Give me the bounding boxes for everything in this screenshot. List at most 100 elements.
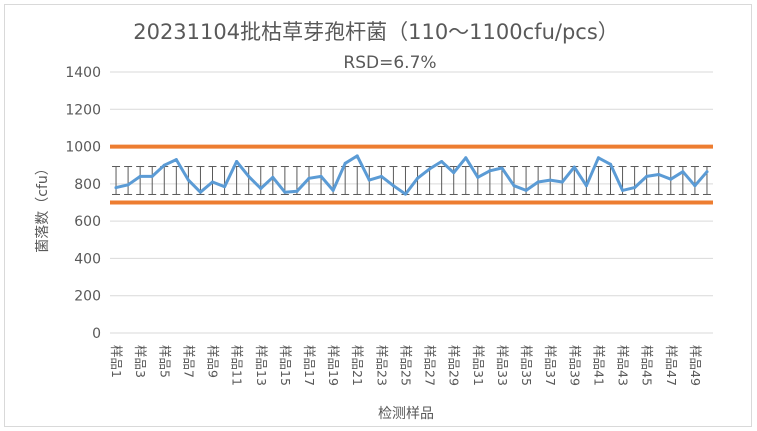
data-point — [367, 178, 371, 182]
x-tick-text: 样品33 — [495, 345, 510, 386]
x-tick-label: 样品23 — [374, 345, 389, 386]
data-point — [186, 178, 190, 182]
data-point — [536, 180, 540, 184]
x-tick-label: 样品41 — [591, 345, 606, 386]
x-tick-text: 样品29 — [447, 345, 462, 386]
data-point — [247, 174, 251, 178]
chart-frame: 20231104批枯草芽孢杆菌（110～1100cfu/pcs） RSD=6.7… — [4, 4, 752, 427]
data-point — [343, 161, 347, 165]
x-tick-text: 样品39 — [567, 345, 582, 386]
x-tick-label: 样品21 — [350, 345, 365, 386]
x-tick-text: 样品45 — [640, 345, 655, 386]
x-tick-label: 样品37 — [543, 345, 558, 386]
x-tick-text: 样品21 — [350, 345, 365, 386]
data-point — [560, 180, 564, 184]
error-bar — [473, 166, 482, 195]
x-tick-text: 样品7 — [181, 345, 196, 378]
data-point — [391, 184, 395, 188]
data-point — [428, 167, 432, 171]
data-point — [596, 156, 600, 160]
error-bar — [124, 166, 133, 195]
data-point — [138, 174, 142, 178]
data-point — [126, 183, 130, 187]
x-tick-label: 样品9 — [206, 345, 221, 378]
x-tick-text: 样品15 — [278, 345, 293, 386]
y-tick-label: 1000 — [65, 140, 101, 156]
x-tick-text: 样品31 — [471, 345, 486, 386]
y-tick-label: 400 — [74, 251, 101, 267]
data-point — [681, 170, 685, 174]
data-series — [114, 154, 709, 196]
data-point — [259, 187, 263, 191]
data-point — [452, 171, 456, 175]
error-bar — [268, 166, 277, 195]
x-axis-title: 检测样品 — [378, 406, 434, 422]
data-point — [416, 176, 420, 180]
data-point — [162, 163, 166, 167]
x-tick-label: 样品45 — [640, 345, 655, 386]
x-tick-text: 样品37 — [543, 345, 558, 386]
x-tick-label: 样品33 — [495, 345, 510, 386]
data-point — [693, 184, 697, 188]
data-point — [223, 185, 227, 189]
x-tick-text: 样品17 — [302, 345, 317, 386]
error-bar — [377, 166, 386, 195]
x-tick-label: 样品5 — [157, 345, 172, 378]
error-bar — [654, 166, 663, 195]
x-tick-label: 样品15 — [278, 345, 293, 386]
error-bar — [172, 166, 181, 195]
error-bar — [642, 166, 651, 195]
x-tick-text: 样品11 — [230, 345, 245, 386]
x-tick-text: 样品25 — [398, 345, 413, 386]
y-tick-label: 800 — [74, 177, 101, 193]
error-bar — [256, 166, 265, 195]
x-tick-label: 样品35 — [519, 345, 534, 386]
data-point — [645, 174, 649, 178]
x-tick-label: 样品7 — [181, 345, 196, 378]
data-point — [355, 154, 359, 158]
error-bar — [112, 166, 121, 195]
data-point — [174, 158, 178, 162]
data-point — [235, 159, 239, 163]
x-tick-text: 样品13 — [254, 345, 269, 386]
y-tick-label: 1400 — [65, 65, 101, 81]
data-point — [657, 173, 661, 177]
x-tick-label: 样品19 — [326, 345, 341, 386]
x-tick-label: 样品43 — [616, 345, 631, 386]
chart-title: 20231104批枯草芽孢杆菌（110～1100cfu/pcs） — [133, 20, 619, 44]
x-tick-label: 样品25 — [398, 345, 413, 386]
chart-subtitle: RSD=6.7% — [343, 53, 436, 73]
series-line — [114, 154, 709, 196]
x-tick-label: 样品47 — [664, 345, 679, 386]
error-bar — [317, 166, 326, 195]
y-tick-label: 600 — [74, 214, 101, 230]
limit-lines — [110, 144, 713, 205]
data-point — [211, 180, 215, 184]
data-point — [705, 170, 709, 174]
data-point — [608, 162, 612, 166]
data-point — [331, 188, 335, 192]
x-tick-label: 样品27 — [423, 345, 438, 386]
data-point — [283, 190, 287, 194]
x-tick-labels: 样品1 样品3 样品5 样品7 样品9 样品11 样品13 样品15 样品17 样品19 样品21 样… — [109, 345, 703, 386]
data-point — [621, 188, 625, 192]
y-tick-label: 1200 — [65, 102, 101, 118]
data-point — [464, 156, 468, 160]
x-tick-label: 样品1 — [109, 345, 124, 378]
error-bar — [220, 166, 229, 195]
y-tick-label: 0 — [92, 326, 101, 342]
data-point — [114, 186, 118, 190]
x-tick-label: 样品39 — [567, 345, 582, 386]
error-bar — [582, 166, 591, 195]
data-point — [271, 175, 275, 179]
error-bar — [690, 166, 699, 195]
data-point — [584, 184, 588, 188]
data-point — [440, 159, 444, 163]
x-tick-label: 样品49 — [688, 345, 703, 386]
data-point — [198, 190, 202, 194]
x-tick-label: 样品3 — [133, 345, 148, 378]
error-bar — [353, 166, 362, 195]
data-point — [633, 186, 637, 190]
data-point — [476, 175, 480, 179]
error-bar — [437, 166, 446, 195]
